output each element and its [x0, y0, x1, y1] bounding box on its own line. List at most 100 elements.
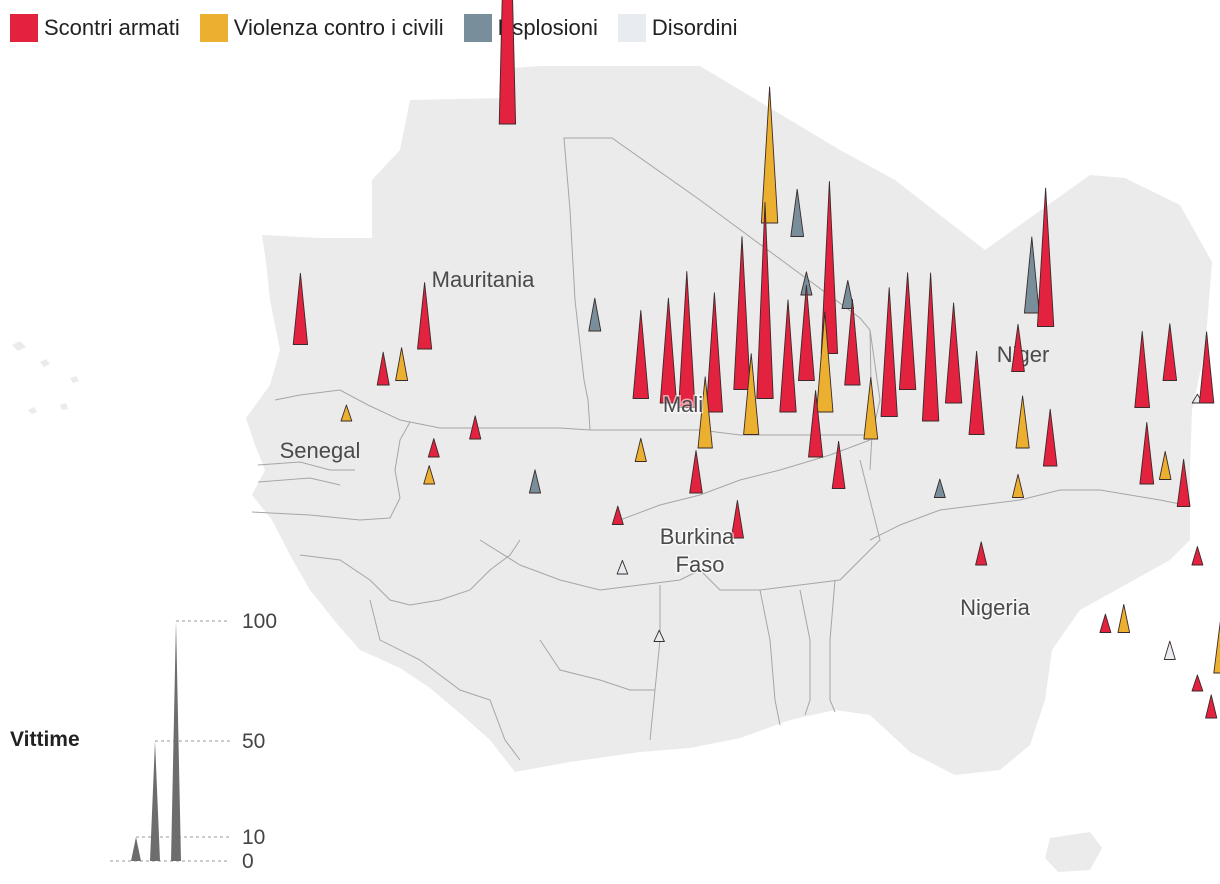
explosion-event-spike — [1023, 236, 1040, 314]
civil-event-spike — [760, 86, 779, 224]
armed-event-spike — [498, 0, 517, 125]
riots-swatch — [617, 14, 646, 42]
armed-clashes-swatch — [10, 14, 38, 42]
armed-event-spike — [1099, 613, 1112, 633]
border-senegal-gambia — [257, 461, 355, 486]
scale-spike — [150, 741, 160, 861]
armed-event-spike — [975, 541, 988, 566]
armed-event-spike — [844, 298, 861, 386]
civil-event-spike — [1015, 395, 1030, 449]
explosion-event-spike — [588, 297, 602, 332]
border-niger-nigeria — [869, 489, 1186, 541]
civil-event-spike — [863, 376, 879, 440]
border-sierra-leone-liberia — [369, 599, 521, 761]
civil-event-spike — [423, 465, 436, 485]
scale-spike — [171, 621, 181, 861]
scale-ticks: 100 50 100 — [242, 610, 277, 873]
border-mali-niger — [869, 329, 881, 471]
armed-event-spike — [1205, 694, 1218, 719]
scale-tick-label: 50 — [242, 730, 265, 753]
label-mauritania: Mauritania — [432, 267, 535, 292]
island-bioko — [1045, 832, 1102, 872]
land-layer — [12, 66, 1212, 872]
armed-event-spike — [831, 440, 846, 489]
islands-cape-verde — [12, 341, 79, 414]
civil-event-spike — [1011, 473, 1025, 498]
armed-event-spike — [689, 450, 703, 494]
border-burkina — [699, 459, 881, 591]
armed-event-spike — [898, 272, 917, 390]
armed-event-spike — [632, 310, 650, 399]
violence-against-civilians-swatch — [199, 14, 228, 42]
armed-event-spike — [659, 297, 678, 404]
riot-event-spike — [653, 629, 665, 642]
label-senegal: Senegal — [280, 438, 361, 463]
armed-event-spike — [1011, 323, 1025, 372]
border-ghana — [649, 585, 781, 741]
armed-event-spike — [1191, 546, 1204, 566]
civil-event-spike — [1213, 620, 1220, 674]
armed-event-spike — [730, 499, 744, 539]
armed-event-spike — [1139, 421, 1155, 485]
armed-event-spike — [427, 438, 440, 458]
label-faso: Faso — [676, 552, 725, 577]
scale-tick-label: 10 — [242, 826, 265, 849]
scale-guides — [110, 620, 230, 862]
label-burkina: Burkina — [660, 524, 735, 549]
armed-event-spike — [469, 415, 482, 440]
riot-event-spike — [1163, 640, 1176, 660]
legend-item-explosions: Esplosioni — [463, 14, 598, 42]
armed-event-spike — [733, 236, 751, 390]
armed-event-spike — [808, 390, 824, 458]
scale-title: Vittime — [10, 728, 80, 751]
scale-tick-label: 0 — [242, 850, 254, 873]
armed-event-spike — [944, 302, 963, 404]
armed-event-spike — [968, 350, 985, 435]
armed-event-spike — [611, 505, 624, 525]
armed-event-spike — [678, 271, 696, 408]
armed-event-spike — [756, 202, 774, 399]
legend-label: Violenza contro i civili — [233, 15, 444, 40]
country-labels: Mauritania Senegal Niger — [280, 267, 1050, 463]
civil-event-spike — [1117, 604, 1131, 633]
border-senegal-guinea-bissau — [251, 421, 411, 521]
legend-label: Disordini — [651, 15, 738, 40]
armed-event-spike — [1176, 458, 1191, 507]
legend-item-riots: Disordini — [617, 14, 738, 42]
label-mali: Mali — [663, 392, 703, 417]
armed-event-spike — [417, 282, 433, 350]
armed-event-spike — [1042, 408, 1058, 467]
victims-scale-legend: Vittime 100 50 100 — [10, 610, 277, 873]
armed-event-spike — [1036, 187, 1055, 327]
armed-event-spike — [779, 299, 797, 413]
armed-event-spike — [1198, 331, 1215, 404]
scale-tick-label: 100 — [242, 610, 277, 633]
civil-event-spike — [340, 404, 353, 422]
border-mauritania-senegal — [274, 389, 591, 431]
border-mali-ivory-coast — [479, 539, 701, 591]
border-togo-benin — [799, 579, 836, 716]
armed-event-spike — [820, 181, 839, 354]
armed-event-spike — [705, 292, 724, 413]
armed-event-spike — [1134, 331, 1151, 408]
explosion-event-spike — [933, 478, 946, 498]
border-ivory-coast-ghana — [539, 639, 655, 691]
civil-event-spike — [1158, 451, 1172, 480]
armed-event-spike — [921, 272, 940, 422]
explosion-event-spike — [790, 188, 805, 237]
civil-event-spike — [816, 311, 834, 413]
explosion-event-spike — [841, 280, 855, 309]
scale-spike — [131, 837, 141, 861]
country-borders — [251, 137, 1186, 761]
explosions-swatch — [463, 14, 492, 42]
riot-event-spike — [616, 559, 629, 575]
west-africa-landmass — [246, 66, 1212, 775]
armed-event-spike — [292, 272, 309, 345]
armed-event-spike — [1162, 323, 1178, 381]
armed-event-spike — [797, 284, 815, 381]
legend-label: Scontri armati — [44, 15, 180, 40]
armed-event-spike — [1191, 674, 1204, 692]
legend-item-armed-clashes: Scontri armati — [10, 14, 180, 42]
civil-event-spike — [743, 353, 760, 435]
